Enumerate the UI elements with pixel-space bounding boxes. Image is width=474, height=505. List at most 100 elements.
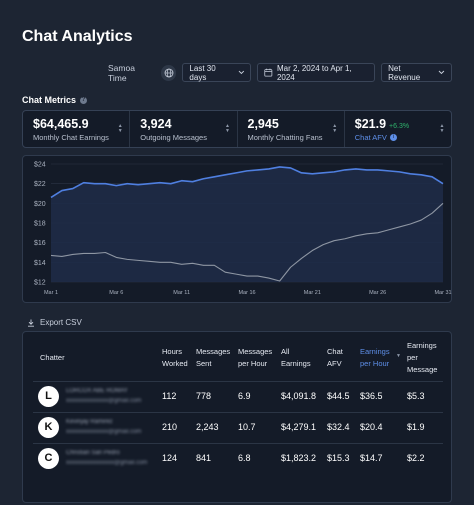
- metric-select-value: Net Revenue: [388, 63, 421, 82]
- earnings-chart: $12 $14 $16 $18 $20 $22 $24 Mar 1 Mar 6 Mar 11 Mar…: [22, 155, 452, 303]
- export-csv-button[interactable]: Export CSV: [27, 318, 82, 327]
- col-chatter[interactable]: Chatter: [40, 353, 65, 362]
- sort-icon[interactable]: ▲ ▼: [225, 123, 230, 134]
- cell-hours: 124: [162, 453, 178, 463]
- metric-label-text: Monthly Chatting Fans: [247, 133, 323, 142]
- page-title: Chat Analytics: [22, 28, 133, 45]
- header-line: per: [407, 353, 418, 362]
- col-all-earnings[interactable]: All Earnings: [281, 346, 311, 370]
- metric-card-chat-earnings[interactable]: $64,465.9 Monthly Chat Earnings ▲ ▼: [23, 111, 129, 147]
- col-hours-worked[interactable]: Hours Worked: [162, 346, 188, 370]
- header-line: Earnings: [281, 359, 311, 368]
- chevron-down-icon: [238, 70, 244, 75]
- metric-label: Monthly Chatting Fans: [248, 133, 344, 142]
- chat-metrics-title: Chat Metrics: [22, 95, 77, 105]
- cell-afv: $32.4: [327, 422, 350, 432]
- header-line: Earnings: [407, 341, 437, 350]
- cell-eph: $14.7: [360, 453, 383, 463]
- cell-mph: 6.8: [238, 453, 251, 463]
- metric-value: 3,924: [140, 117, 172, 131]
- metrics-bar: $64,465.9 Monthly Chat Earnings ▲ ▼ 3,924…: [22, 110, 452, 148]
- y-tick-label: $16: [34, 240, 46, 247]
- cell-eph: $20.4: [360, 422, 383, 432]
- metric-label: Chat AFV i: [355, 133, 451, 142]
- col-chat-afv[interactable]: Chat AFV: [327, 346, 343, 370]
- y-tick-label: $14: [34, 260, 46, 267]
- metric-card-chatting-fans[interactable]: 2,945 Monthly Chatting Fans ▲ ▼: [236, 111, 344, 147]
- date-range-picker[interactable]: Mar 2, 2024 to Apr 1, 2024: [257, 63, 376, 82]
- cell-messages: 778: [196, 391, 212, 401]
- cell-earnings: $4,091.8: [281, 391, 317, 401]
- help-icon[interactable]: ?: [80, 96, 88, 104]
- chatter-email: xxxxxxxxxxxxxx@gmail.com: [66, 429, 142, 435]
- header-line: Worked: [162, 359, 188, 368]
- download-icon: [28, 319, 34, 327]
- x-tick-label: Mar 31: [434, 290, 451, 296]
- header-line: All: [281, 347, 290, 356]
- range-select[interactable]: Last 30 days: [182, 63, 252, 82]
- cell-hours: 210: [162, 422, 178, 432]
- header-line: AFV: [327, 359, 342, 368]
- metric-value: $21.9 +6.3%: [355, 117, 451, 131]
- table-row[interactable]: L LORCOX ABE ROMAY xxxxxxxxxxxxxx@gmail.…: [33, 381, 443, 411]
- timezone-button[interactable]: [160, 64, 177, 81]
- chatters-table: Chatter Hours Worked Messages Sent Message…: [22, 331, 452, 503]
- sort-icon[interactable]: ▲ ▼: [439, 123, 445, 134]
- metric-value: 2,945: [247, 117, 279, 131]
- metric-label-text: Outgoing Messages: [140, 133, 207, 142]
- x-tick-label: Mar 1: [44, 290, 58, 296]
- sort-icon[interactable]: ▲ ▼: [332, 123, 338, 134]
- x-tick-label: Mar 26: [369, 290, 386, 296]
- metric-value: $64,465.9: [33, 117, 89, 131]
- cell-mph: 10.7: [238, 422, 256, 432]
- x-tick-label: Mar 11: [173, 290, 190, 296]
- timezone-label: Samoa Time: [108, 62, 135, 83]
- range-select-value: Last 30 days: [189, 63, 216, 82]
- metric-card-chat-afv[interactable]: $21.9 +6.3% Chat AFV i ▲ ▼: [343, 111, 451, 147]
- cell-earnings: $1,823.2: [281, 453, 317, 463]
- col-messages-sent[interactable]: Messages Sent: [196, 346, 230, 370]
- avatar: K: [38, 417, 59, 438]
- x-tick-label: Mar 6: [109, 290, 123, 296]
- metric-label: Monthly Chat Earnings: [33, 133, 129, 142]
- y-tick-label: $22: [34, 181, 46, 188]
- cell-messages: 2,243: [196, 422, 219, 432]
- avatar: C: [38, 448, 59, 469]
- metric-label: Outgoing Messages: [140, 133, 236, 142]
- sort-icon[interactable]: ▲ ▼: [117, 123, 123, 134]
- metric-label-text: Chat AFV: [354, 133, 387, 142]
- calendar-icon: [264, 68, 273, 77]
- series-area: [51, 166, 443, 282]
- chevron-down-icon: [438, 70, 445, 75]
- info-icon[interactable]: i: [389, 134, 397, 141]
- line-chart: $12 $14 $16 $18 $20 $22 $24 Mar 1 Mar 6 Mar 11 Mar…: [34, 162, 452, 297]
- chatter-name: LORCOX ABE ROMAY: [66, 388, 128, 394]
- chatter-email: xxxxxxxxxxxxxxxx@gmail.com: [66, 460, 148, 466]
- header-line: per Hour: [238, 359, 268, 368]
- metric-label-text: Monthly Chat Earnings: [33, 133, 109, 142]
- col-earnings-per-hour[interactable]: Earnings per Hour: [360, 346, 390, 370]
- header-line: Messages: [196, 347, 231, 356]
- col-messages-per-hour[interactable]: Messages per Hour: [238, 346, 272, 370]
- table-row[interactable]: K Kevinjay Ramirez xxxxxxxxxxxxxx@gmail.…: [33, 412, 443, 442]
- metric-select[interactable]: Net Revenue: [381, 63, 452, 82]
- chatter-email: xxxxxxxxxxxxxx@gmail.com: [66, 398, 142, 404]
- export-csv-label: Export CSV: [40, 318, 82, 327]
- y-tick-label: $20: [34, 201, 46, 208]
- series-line-primary: [50, 166, 444, 199]
- sort-desc-icon[interactable]: ▼: [396, 353, 401, 359]
- date-range-value: Mar 2, 2024 to Apr 1, 2024: [276, 63, 352, 82]
- chat-metrics-heading: Chat Metrics ?: [22, 95, 88, 105]
- header-line: Messages: [238, 347, 273, 356]
- y-tick-label: $12: [34, 280, 46, 287]
- header-line: Earnings: [360, 347, 390, 356]
- col-earnings-per-message[interactable]: Earnings per Message: [407, 340, 437, 376]
- table-row[interactable]: C Christian San Pedro xxxxxxxxxxxxxxxx@g…: [33, 443, 443, 473]
- cell-messages: 841: [196, 453, 212, 463]
- metric-card-outgoing-messages[interactable]: 3,924 Outgoing Messages ▲ ▼: [129, 111, 236, 147]
- header-line: Sent: [196, 359, 212, 368]
- y-tick-label: $18: [34, 221, 46, 228]
- series-line-secondary: [50, 202, 444, 282]
- filter-bar: Samoa Time Last 30 days Mar 2, 2024 to A…: [108, 62, 452, 83]
- header-line: per Hour: [360, 359, 390, 368]
